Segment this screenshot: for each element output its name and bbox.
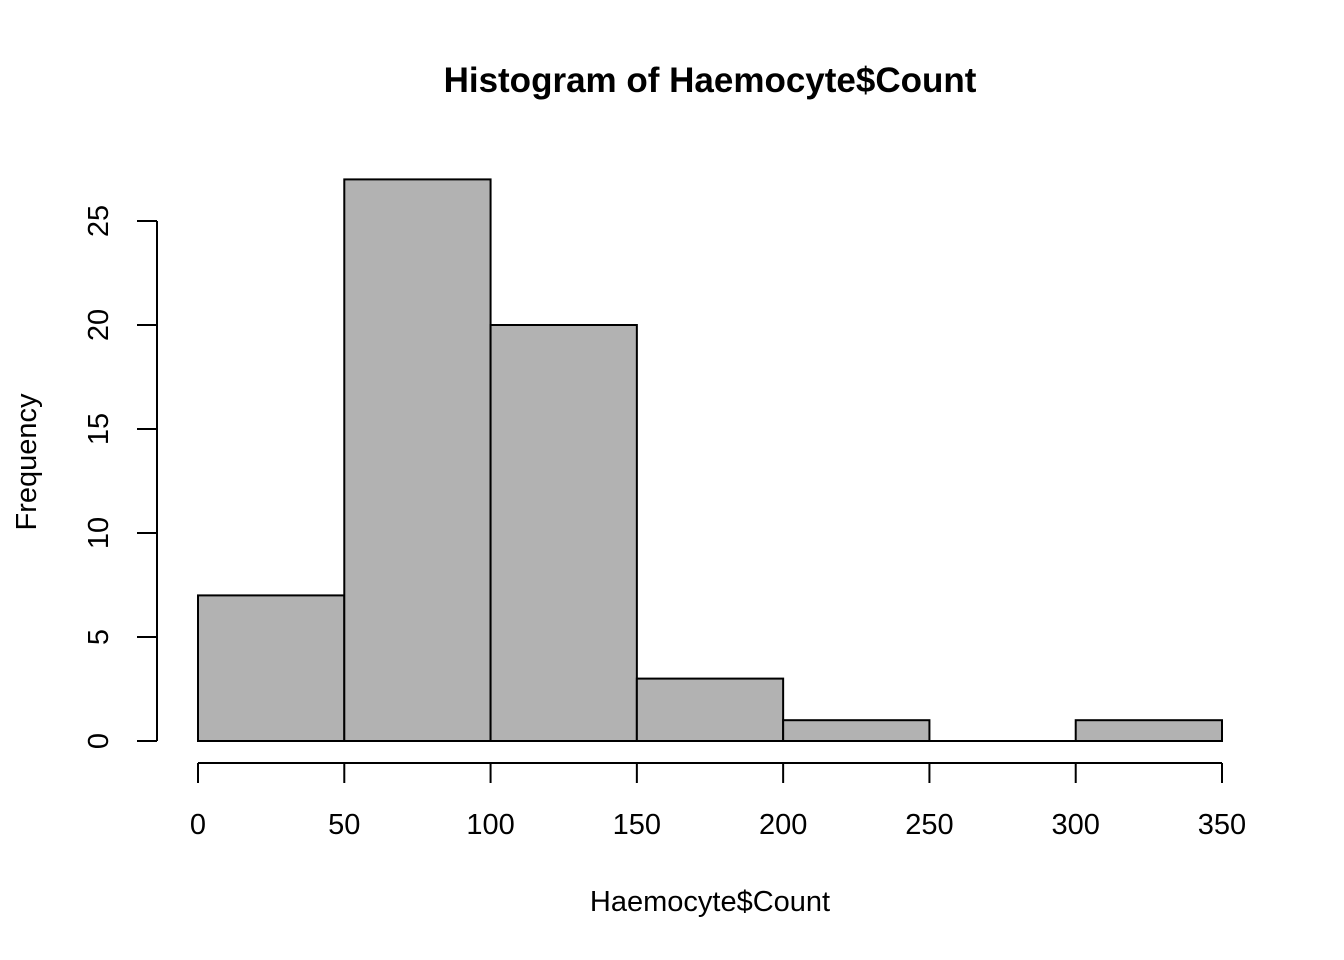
bars-group	[197, 178, 1223, 743]
x-tick-label-3: 150	[613, 809, 661, 841]
y-tick-label-0: 0	[83, 733, 115, 749]
chart-title: Histogram of Haemocyte$Count	[444, 61, 977, 100]
histogram-bar-2	[489, 324, 638, 742]
x-axis-label: Haemocyte$Count	[590, 886, 830, 918]
x-tick-label-7: 350	[1198, 809, 1246, 841]
histogram-bar-3	[635, 677, 785, 742]
y-tick-label-2: 10	[83, 517, 115, 549]
x-tick-label-4: 200	[759, 809, 807, 841]
histogram-bar-0	[197, 594, 346, 743]
x-tick-label-2: 100	[466, 809, 514, 841]
histogram-bar-6	[1074, 719, 1223, 743]
histogram-bar-4	[782, 719, 931, 743]
y-tick-label-4: 20	[83, 309, 115, 341]
histogram-bar-1	[343, 178, 492, 742]
y-tick-label-1: 5	[83, 629, 115, 645]
x-tick-label-5: 250	[905, 809, 953, 841]
y-tick-label-3: 15	[83, 413, 115, 445]
y-axis-label: Frequency	[11, 393, 43, 531]
y-tick-label-5: 25	[83, 205, 115, 237]
x-tick-label-0: 0	[190, 809, 206, 841]
x-axis: 0 50 100 150 200 250 300 350	[190, 762, 1246, 841]
x-tick-label-1: 50	[328, 809, 360, 841]
y-axis: 0 5 10 15 20 25	[83, 205, 158, 749]
x-tick-label-6: 300	[1052, 809, 1100, 841]
